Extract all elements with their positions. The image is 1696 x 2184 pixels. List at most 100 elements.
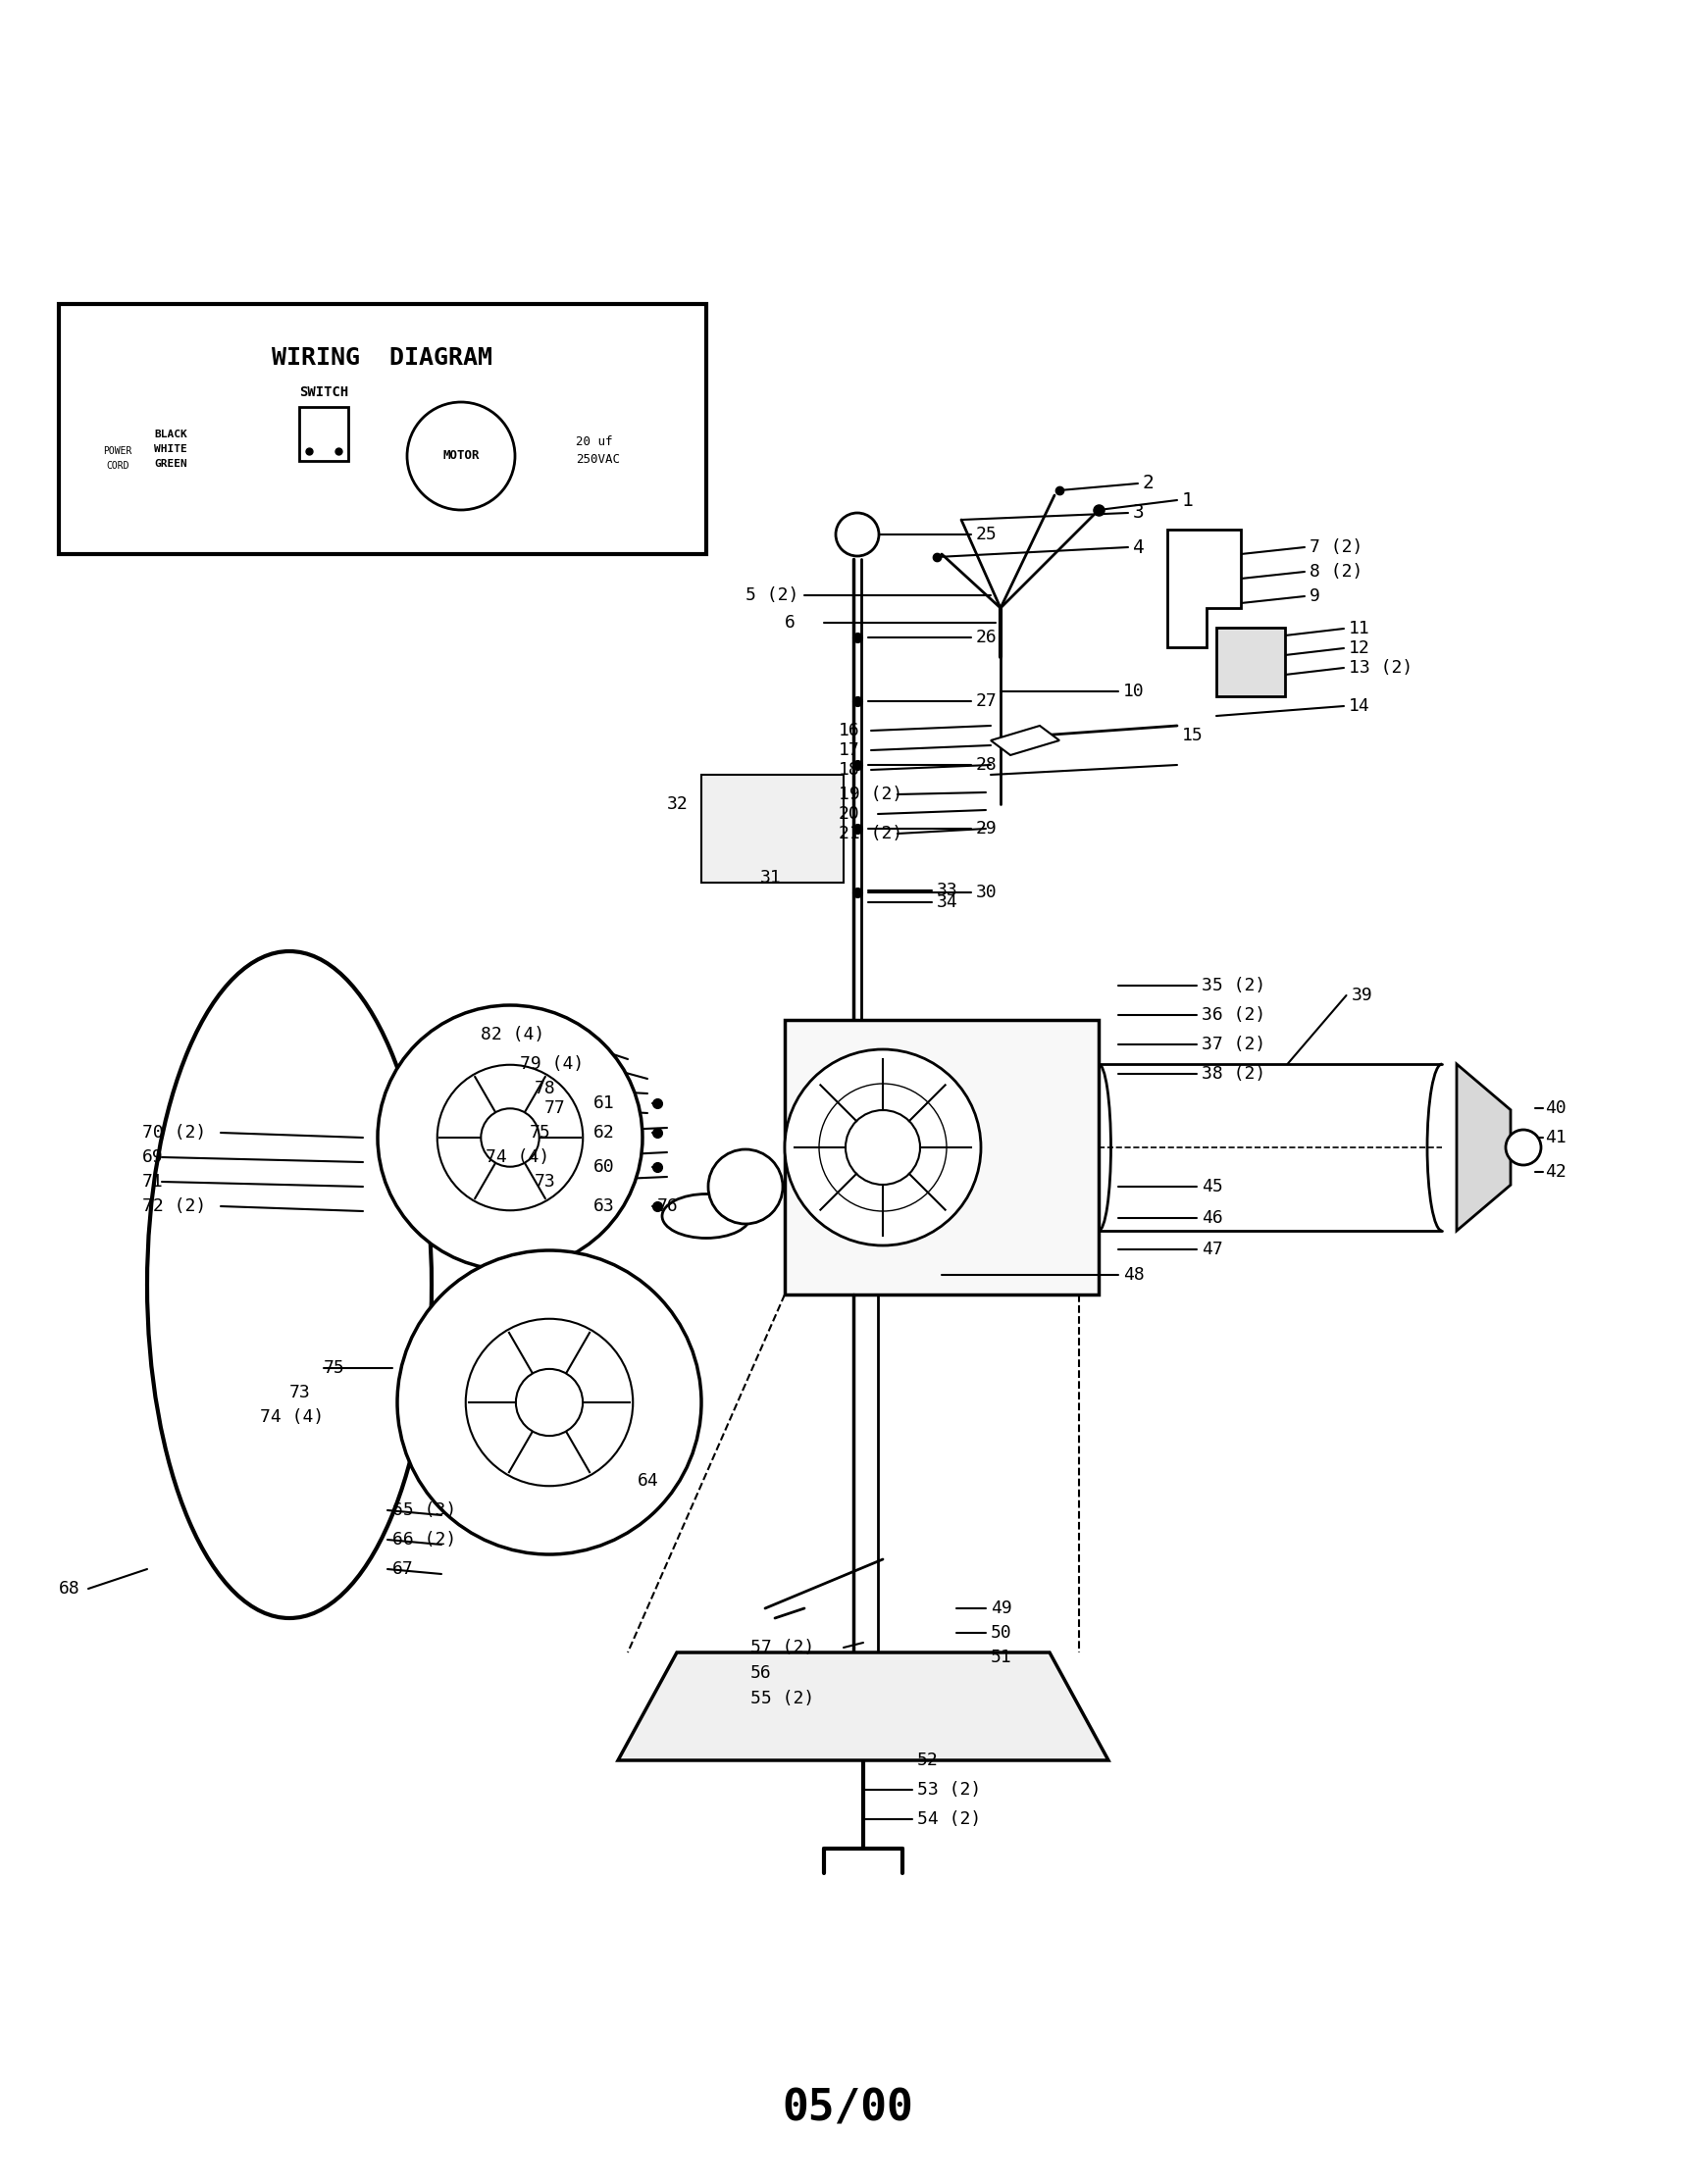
Polygon shape	[98, 413, 148, 500]
Circle shape	[836, 513, 879, 557]
Circle shape	[397, 1251, 702, 1555]
Text: 25: 25	[975, 526, 997, 544]
Bar	[702, 775, 843, 882]
Bar	[785, 1020, 1099, 1295]
Circle shape	[516, 1369, 583, 1435]
Text: 14: 14	[1348, 697, 1370, 714]
Text: 53 (2): 53 (2)	[918, 1780, 982, 1800]
Text: 28: 28	[975, 756, 997, 773]
Text: WHITE: WHITE	[154, 443, 187, 454]
Text: 64: 64	[638, 1472, 660, 1489]
Ellipse shape	[661, 1195, 750, 1238]
Text: 76: 76	[658, 1197, 678, 1214]
Circle shape	[378, 1005, 643, 1269]
Text: 73: 73	[534, 1173, 556, 1190]
Text: 39: 39	[1352, 987, 1372, 1005]
Text: 12: 12	[1348, 640, 1370, 657]
Text: 15: 15	[1182, 727, 1204, 745]
Bar	[59, 304, 706, 555]
Text: 17: 17	[840, 740, 860, 760]
Polygon shape	[1216, 627, 1286, 697]
Circle shape	[709, 1149, 784, 1223]
Text: 10: 10	[1123, 684, 1145, 701]
Text: 66 (2): 66 (2)	[392, 1531, 456, 1548]
Circle shape	[438, 1066, 583, 1210]
Text: 05/00: 05/00	[782, 2088, 912, 2129]
Text: 79 (4): 79 (4)	[521, 1055, 583, 1072]
Text: 2: 2	[1143, 474, 1155, 494]
Text: 30: 30	[975, 885, 997, 902]
Text: 68: 68	[59, 1579, 80, 1597]
Text: 38 (2): 38 (2)	[1202, 1066, 1265, 1083]
Text: 37 (2): 37 (2)	[1202, 1035, 1265, 1053]
Text: POWER: POWER	[103, 446, 132, 456]
Text: 32: 32	[667, 795, 689, 812]
Text: 11: 11	[1348, 620, 1370, 638]
Polygon shape	[1457, 1064, 1511, 1232]
Text: 57 (2): 57 (2)	[750, 1638, 814, 1655]
Text: 6: 6	[785, 614, 795, 631]
Text: WIRING  DIAGRAM: WIRING DIAGRAM	[271, 347, 494, 369]
Text: 67: 67	[392, 1559, 414, 1577]
Text: 18: 18	[840, 760, 860, 780]
Text: 41: 41	[1545, 1129, 1567, 1147]
Text: GREEN: GREEN	[154, 459, 187, 470]
Text: 77: 77	[544, 1099, 566, 1116]
Text: 82 (4): 82 (4)	[480, 1026, 544, 1044]
Text: 60: 60	[594, 1158, 614, 1175]
Text: 49: 49	[990, 1599, 1013, 1616]
Text: BLACK: BLACK	[154, 430, 187, 439]
Text: 72 (2): 72 (2)	[142, 1197, 207, 1214]
Text: 8 (2): 8 (2)	[1309, 563, 1364, 581]
Text: 62: 62	[594, 1125, 614, 1142]
Text: MOTOR: MOTOR	[443, 450, 480, 463]
Text: 63: 63	[594, 1197, 614, 1214]
Text: 47: 47	[1202, 1241, 1223, 1258]
Text: 51: 51	[990, 1649, 1013, 1666]
Text: 20 uf: 20 uf	[577, 435, 612, 448]
Text: 73: 73	[290, 1385, 310, 1402]
Text: 34: 34	[936, 893, 958, 911]
Text: 46: 46	[1202, 1210, 1223, 1227]
Text: 78: 78	[534, 1079, 556, 1096]
Circle shape	[407, 402, 516, 509]
Text: 13 (2): 13 (2)	[1348, 660, 1413, 677]
Text: 36 (2): 36 (2)	[1202, 1007, 1265, 1024]
Text: 54 (2): 54 (2)	[918, 1811, 982, 1828]
Text: 70 (2): 70 (2)	[142, 1125, 207, 1142]
Text: 42: 42	[1545, 1164, 1567, 1182]
Text: 5 (2): 5 (2)	[746, 587, 799, 605]
Text: 35 (2): 35 (2)	[1202, 976, 1265, 994]
Text: 61: 61	[594, 1094, 614, 1112]
Text: 56: 56	[750, 1664, 772, 1682]
Text: 40: 40	[1545, 1099, 1567, 1116]
Text: 48: 48	[1123, 1267, 1145, 1284]
Circle shape	[466, 1319, 633, 1485]
Text: 1: 1	[1182, 491, 1194, 509]
Text: 71: 71	[142, 1173, 163, 1190]
Polygon shape	[617, 1653, 1109, 1760]
Circle shape	[846, 1109, 921, 1184]
Text: 52: 52	[918, 1752, 938, 1769]
Circle shape	[482, 1109, 539, 1166]
Text: 50: 50	[990, 1625, 1013, 1642]
Text: 7 (2): 7 (2)	[1309, 539, 1364, 557]
Text: 9: 9	[1309, 587, 1319, 605]
Text: CORD: CORD	[107, 461, 129, 472]
Text: 33: 33	[936, 882, 958, 900]
Text: 74 (4): 74 (4)	[485, 1149, 550, 1166]
Text: 250VAC: 250VAC	[577, 452, 621, 465]
Text: 20: 20	[840, 806, 860, 823]
Text: 19 (2): 19 (2)	[840, 786, 902, 804]
Text: 27: 27	[975, 692, 997, 710]
Polygon shape	[1167, 529, 1241, 646]
Text: SWITCH: SWITCH	[298, 384, 348, 400]
Text: 31: 31	[760, 869, 782, 887]
Polygon shape	[990, 725, 1060, 756]
Text: 75: 75	[324, 1358, 344, 1376]
Text: 65 (3): 65 (3)	[392, 1500, 456, 1520]
Text: 16: 16	[840, 721, 860, 740]
Text: 29: 29	[975, 819, 997, 836]
Bar	[298, 406, 348, 461]
Text: 75: 75	[529, 1125, 551, 1142]
